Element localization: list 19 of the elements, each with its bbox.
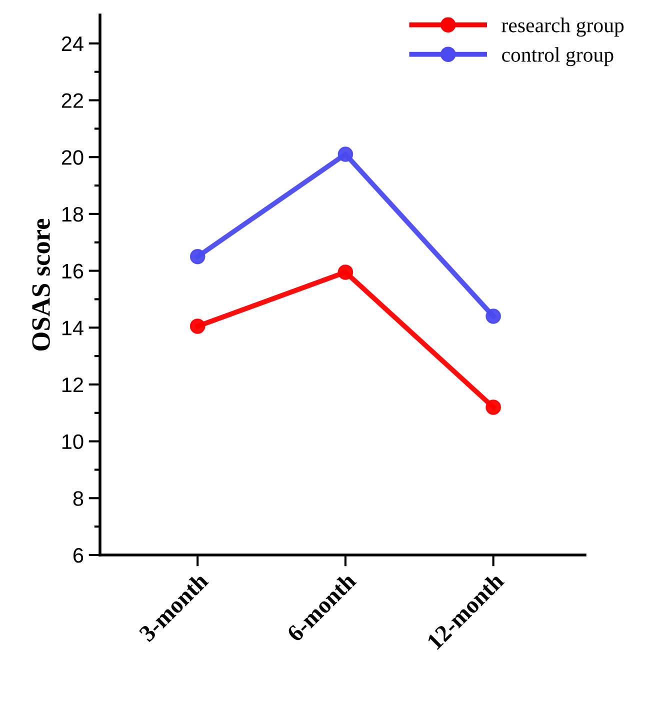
y-tick-label: 18 bbox=[62, 206, 84, 222]
y-tick-label: 20 bbox=[62, 150, 84, 165]
y-tick-label: 22 bbox=[62, 93, 83, 108]
y-axis-title: OSAS score bbox=[32, 218, 50, 351]
y-tick-label: 10 bbox=[62, 434, 84, 450]
point bbox=[486, 400, 501, 415]
legend-label: research group bbox=[502, 18, 624, 37]
point bbox=[486, 308, 501, 324]
y-tick-label: 8 bbox=[73, 491, 84, 506]
y-tick-label: 14 bbox=[62, 320, 84, 336]
y-tick-label: 16 bbox=[62, 264, 84, 279]
legend-label: control group bbox=[502, 47, 614, 66]
point bbox=[190, 248, 206, 264]
y-tick-label: 6 bbox=[74, 548, 84, 563]
point bbox=[190, 318, 206, 334]
y-tick-label: 12 bbox=[62, 377, 83, 392]
point bbox=[338, 264, 354, 280]
y-tick-label: 24 bbox=[62, 36, 84, 51]
point bbox=[338, 146, 354, 162]
